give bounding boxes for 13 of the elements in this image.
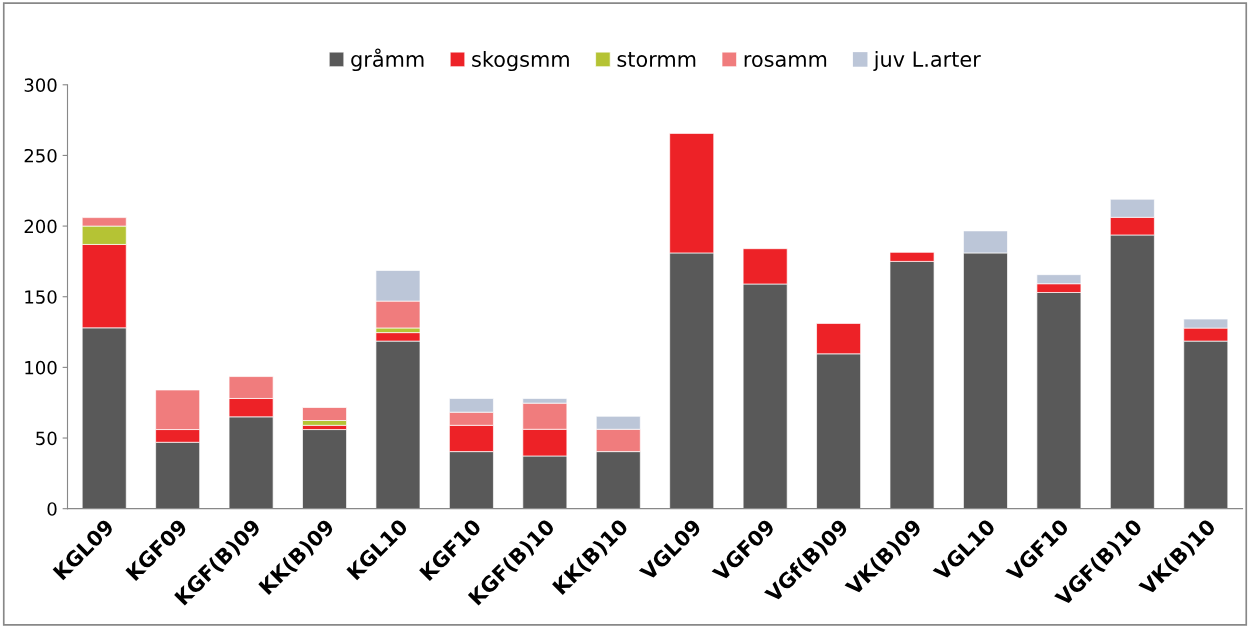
y-tick-label: 0	[47, 502, 57, 516]
legend-label: juv L.arter	[873, 50, 981, 72]
legend-label: gråmm	[351, 48, 424, 72]
legend-label: rosamm	[744, 55, 827, 68]
y-tick-label: 200	[24, 219, 57, 234]
legend-label: stormm	[617, 52, 696, 68]
y-tick-label: 150	[25, 290, 57, 304]
y-tick-label: 50	[36, 431, 57, 446]
bar	[302, 429, 347, 509]
y-tick-label: 100	[25, 360, 57, 375]
y-tick-label: 300	[24, 78, 57, 92]
y-tick-label: 250	[24, 148, 57, 163]
legend-label: skogsmm	[472, 50, 569, 72]
